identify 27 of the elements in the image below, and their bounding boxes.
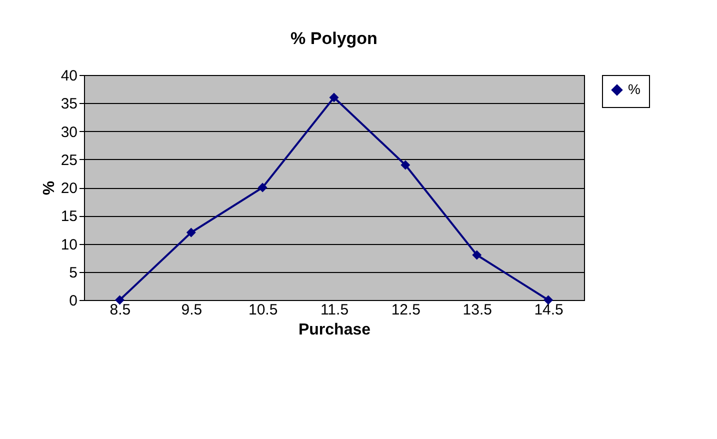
y-tick-label: 25 (60, 152, 78, 169)
y-tick-label: 15 (60, 208, 78, 226)
point (258, 182, 268, 192)
point (114, 295, 124, 305)
y-tick-label: 20 (60, 180, 78, 197)
x-tick-label: 8.5 (110, 302, 131, 318)
y-tick-label: 35 (60, 96, 78, 113)
x-axis-title: Purchase (298, 322, 371, 338)
y-tick-label: 0 (69, 292, 78, 310)
y-tick-label: 40 (60, 68, 78, 84)
x-tick-label: 10.5 (248, 302, 278, 318)
point (472, 250, 482, 260)
point (400, 160, 410, 170)
legend-label: % (628, 81, 640, 97)
x-tick-label: 11.5 (320, 302, 349, 318)
point (186, 228, 196, 238)
point (329, 92, 339, 102)
y-tick-label: 5 (69, 264, 78, 282)
point (544, 295, 554, 305)
x-tick-label: 13.5 (462, 302, 492, 318)
y-tick-label: 10 (60, 236, 78, 254)
y-tick-label: 30 (60, 124, 78, 141)
x-tick-label: 12.5 (391, 302, 421, 318)
chart-title: % Polygon (290, 29, 378, 48)
x-tick-label: 9.5 (181, 302, 202, 318)
x-tick-label: 14.5 (534, 302, 564, 318)
y-axis-title: % (40, 180, 58, 196)
